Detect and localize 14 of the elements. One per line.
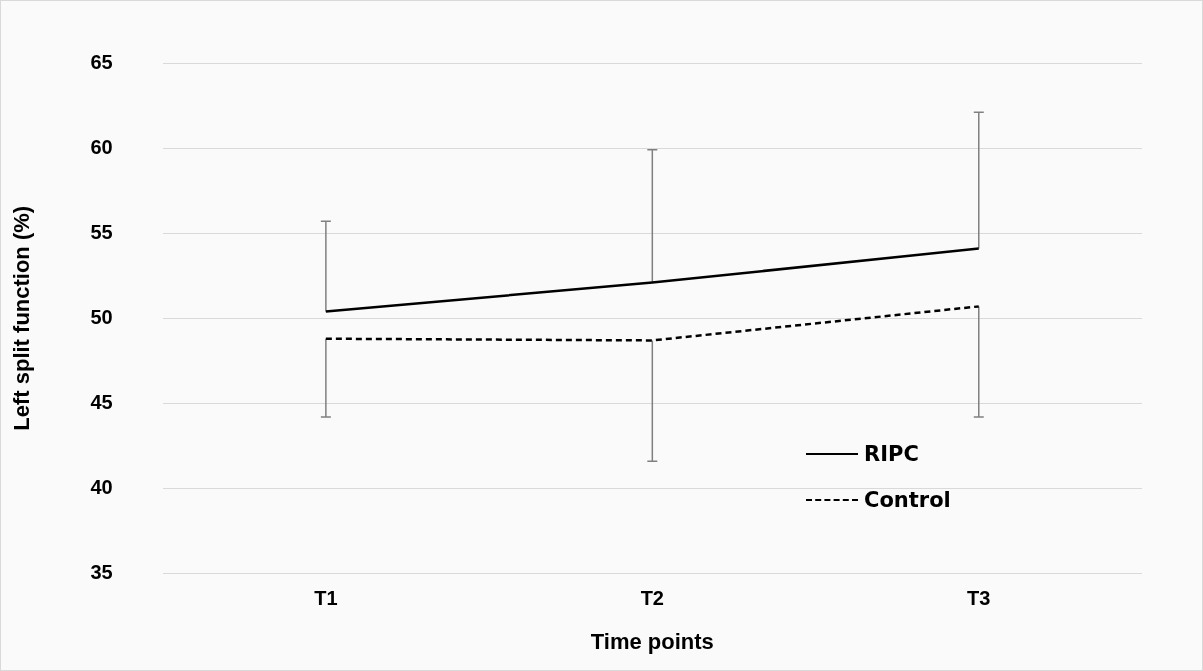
x-tick-label: T2: [640, 587, 664, 610]
x-tick-label: T1: [314, 587, 338, 610]
legend-label: Control: [864, 488, 951, 512]
y-tick-label: 35: [90, 561, 113, 584]
x-tick-label: T3: [967, 587, 991, 610]
y-tick-label: 60: [90, 135, 113, 158]
y-tick-label: 40: [90, 476, 113, 499]
y-tick-label: 65: [90, 50, 113, 73]
y-tick-label: 50: [90, 305, 113, 328]
y-axis-title: Left split function (%): [9, 205, 35, 431]
legend-label: RIPC: [864, 442, 919, 466]
x-axis-title: Time points: [590, 628, 714, 654]
y-tick-label: 55: [90, 220, 113, 243]
y-tick-label: 45: [90, 390, 113, 413]
